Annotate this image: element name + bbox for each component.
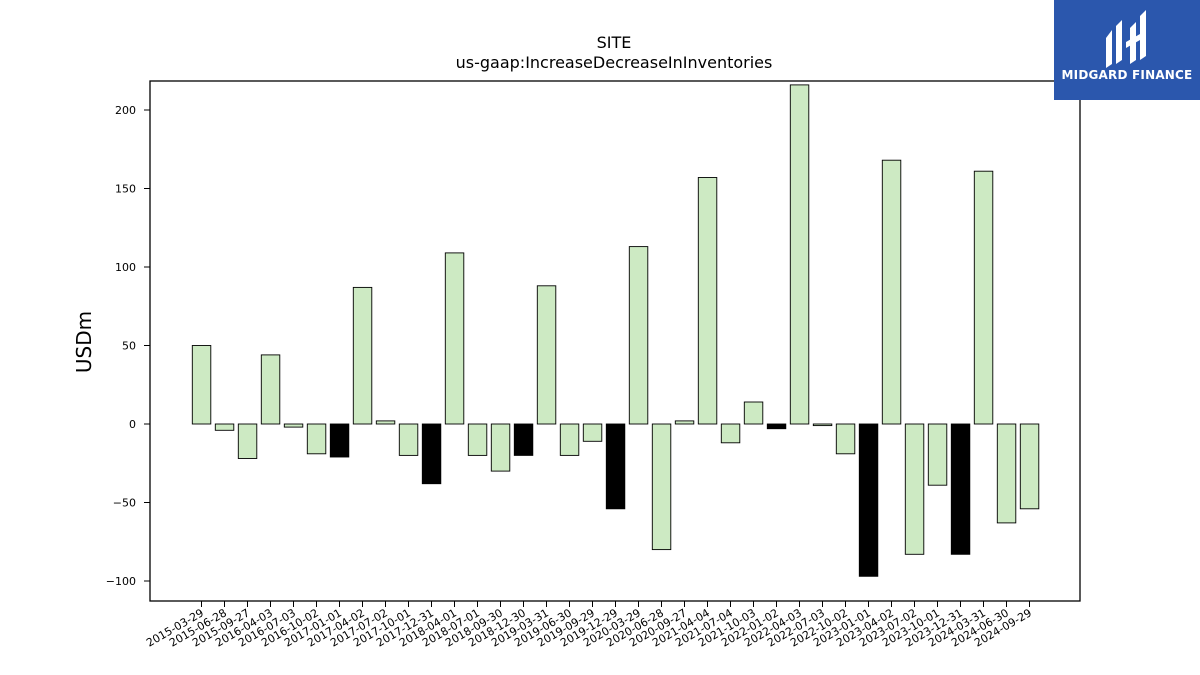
- bar-2015-03-29: [191, 345, 212, 425]
- logo-mark-icon: [1106, 10, 1146, 68]
- bar-2019-12-29: [605, 423, 626, 510]
- bar-2021-07-04: [720, 423, 741, 444]
- bar-2018-12-30: [513, 423, 534, 456]
- bar-2017-12-31: [421, 423, 442, 485]
- y-axis-label: USDm: [72, 311, 96, 373]
- y-tick-label: 50: [122, 340, 136, 353]
- chart-title: SITE: [597, 33, 632, 52]
- y-tick-label: 100: [115, 261, 136, 274]
- bar-2021-04-04: [697, 177, 718, 425]
- bar-2016-04-03: [260, 354, 281, 425]
- bar-2023-10-01: [927, 423, 948, 486]
- bar-2023-12-31: [950, 423, 971, 555]
- bar-2018-04-01: [444, 252, 465, 425]
- bar-2018-07-01: [467, 423, 488, 456]
- bar-2017-07-02: [375, 420, 396, 425]
- bar-2020-06-28: [651, 423, 672, 551]
- bar-2023-07-02: [904, 423, 925, 555]
- bar-2023-01-01: [858, 423, 879, 577]
- logo-text: MIDGARD FINANCE: [1061, 68, 1193, 82]
- bar-2018-09-30: [490, 423, 511, 472]
- bar-2016-07-03: [283, 423, 304, 428]
- plot-area-frame: [149, 80, 1081, 602]
- y-axis-ticks: −100 −50 0 50 100 150 200: [106, 104, 150, 588]
- bar-2022-01-02: [766, 423, 787, 430]
- bar-2020-03-29: [628, 246, 649, 425]
- y-tick-label: −50: [113, 497, 136, 510]
- bar-2017-01-01: [329, 423, 350, 458]
- bar-2019-09-29: [582, 423, 603, 442]
- y-tick-label: 200: [115, 104, 136, 117]
- bar-2019-03-31: [536, 285, 557, 425]
- bar-2022-07-03: [812, 423, 833, 427]
- y-tick-label: −100: [106, 575, 136, 588]
- bar-2024-03-31: [973, 170, 994, 425]
- bar-2017-04-02: [352, 286, 373, 425]
- bar-2021-10-03: [743, 401, 764, 425]
- bar-2024-06-30: [996, 423, 1017, 524]
- bar-2017-10-01: [398, 423, 419, 456]
- bars: [191, 84, 1040, 577]
- bar-2015-09-27: [237, 423, 258, 459]
- x-axis-ticks: 2015-03-292015-06-282015-09-272016-04-03…: [144, 601, 1034, 650]
- bar-2020-09-27: [674, 420, 695, 425]
- bar-2024-09-29: [1019, 423, 1040, 510]
- y-tick-label: 0: [129, 418, 136, 431]
- bar-2023-04-02: [881, 159, 902, 425]
- bar-2019-06-30: [559, 423, 580, 456]
- bar-2022-10-02: [835, 423, 856, 455]
- y-tick-label: 150: [115, 183, 136, 196]
- bar-2016-10-02: [306, 423, 327, 455]
- bar-2015-06-28: [214, 423, 235, 431]
- midgard-finance-logo: MIDGARD FINANCE: [1054, 0, 1200, 100]
- bar-2022-04-03: [789, 84, 810, 425]
- chart-subtitle: us-gaap:IncreaseDecreaseInInventories: [456, 53, 773, 72]
